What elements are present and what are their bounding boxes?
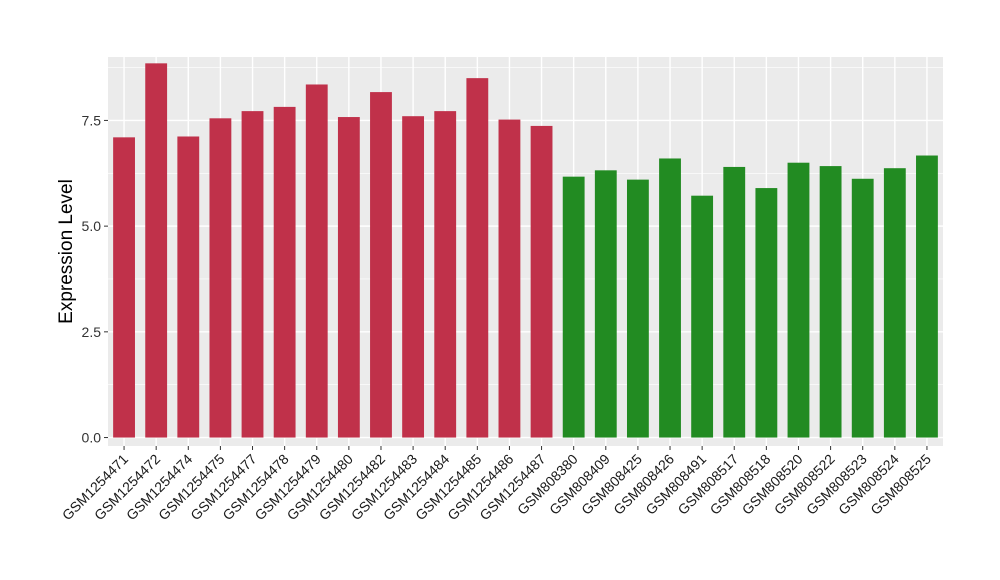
bar-GSM1254478 (273, 106, 296, 438)
bar-GSM1254487 (530, 125, 553, 438)
bar-GSM1254486 (498, 119, 521, 438)
bar-GSM808524 (883, 168, 906, 438)
bar-GSM808523 (851, 178, 874, 438)
bar-GSM1254485 (466, 78, 489, 438)
bars-layer (113, 63, 938, 438)
bar-GSM1254475 (209, 118, 232, 438)
bar-GSM1254479 (305, 84, 328, 438)
bar-GSM1254482 (370, 92, 392, 438)
bar-GSM1254480 (337, 117, 360, 438)
y-tick-label: 0.0 (82, 430, 102, 446)
bar-GSM1254477 (241, 111, 264, 438)
y-tick-label: 5.0 (82, 218, 102, 234)
bar-GSM1254474 (177, 136, 200, 438)
y-axis: 0.0 2.5 5.0 7.5 (82, 112, 108, 446)
y-axis-title: Expression Level (56, 179, 77, 324)
bar-GSM1254472 (145, 63, 168, 438)
y-tick-label: 2.5 (82, 324, 102, 340)
plot-panel (108, 57, 943, 446)
bar-GSM1254484 (434, 111, 457, 438)
bar-GSM808522 (819, 166, 842, 438)
bar-GSM808520 (787, 162, 810, 438)
bar-GSM808380 (562, 176, 585, 438)
y-tick-label: 7.5 (82, 112, 102, 128)
bar-GSM808425 (626, 179, 649, 438)
x-axis: GSM1254471GSM1254472GSM1254474GSM1254475… (59, 446, 934, 523)
bar-GSM808409 (594, 170, 617, 438)
bar-GSM1254483 (402, 116, 425, 438)
bar-GSM808491 (691, 195, 714, 438)
bar-GSM808518 (755, 188, 778, 438)
bar-GSM808525 (916, 155, 938, 438)
bar-GSM1254471 (113, 137, 135, 438)
bar-GSM808426 (659, 158, 681, 438)
bar-GSM808517 (723, 166, 746, 438)
